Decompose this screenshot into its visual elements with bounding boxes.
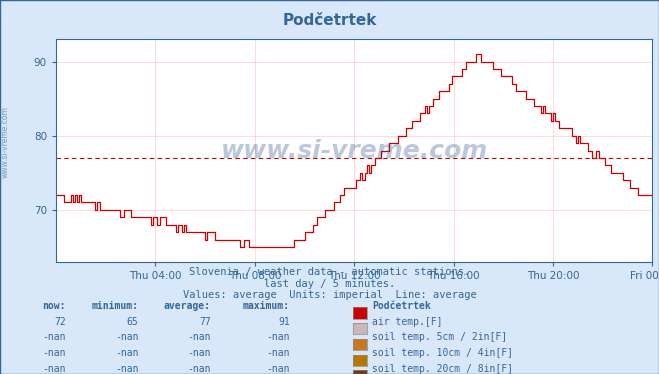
Text: www.si-vreme.com: www.si-vreme.com [221, 138, 488, 163]
Text: 72: 72 [54, 317, 66, 327]
Text: -nan: -nan [115, 364, 138, 374]
Text: -nan: -nan [187, 364, 211, 374]
Text: -nan: -nan [187, 332, 211, 343]
Text: -nan: -nan [42, 364, 66, 374]
Text: Slovenia / weather data - automatic stations.: Slovenia / weather data - automatic stat… [189, 267, 470, 278]
Text: air temp.[F]: air temp.[F] [372, 317, 443, 327]
Text: average:: average: [164, 301, 211, 311]
Text: -nan: -nan [266, 348, 290, 358]
Text: last day / 5 minutes.: last day / 5 minutes. [264, 279, 395, 289]
Text: -nan: -nan [266, 332, 290, 343]
Text: -nan: -nan [115, 348, 138, 358]
Text: minimum:: minimum: [92, 301, 138, 311]
Text: Podčetrtek: Podčetrtek [372, 301, 431, 311]
Text: soil temp. 20cm / 8in[F]: soil temp. 20cm / 8in[F] [372, 364, 513, 374]
Text: -nan: -nan [115, 332, 138, 343]
Text: -nan: -nan [266, 364, 290, 374]
Text: www.si-vreme.com: www.si-vreme.com [1, 106, 10, 178]
Text: maximum:: maximum: [243, 301, 290, 311]
Text: -nan: -nan [42, 332, 66, 343]
Text: soil temp. 5cm / 2in[F]: soil temp. 5cm / 2in[F] [372, 332, 507, 343]
Text: 77: 77 [199, 317, 211, 327]
Text: Podčetrtek: Podčetrtek [282, 13, 377, 28]
Text: 91: 91 [278, 317, 290, 327]
Text: -nan: -nan [42, 348, 66, 358]
Text: 65: 65 [127, 317, 138, 327]
Text: Values: average  Units: imperial  Line: average: Values: average Units: imperial Line: av… [183, 290, 476, 300]
Text: -nan: -nan [187, 348, 211, 358]
Text: now:: now: [42, 301, 66, 311]
Text: soil temp. 10cm / 4in[F]: soil temp. 10cm / 4in[F] [372, 348, 513, 358]
